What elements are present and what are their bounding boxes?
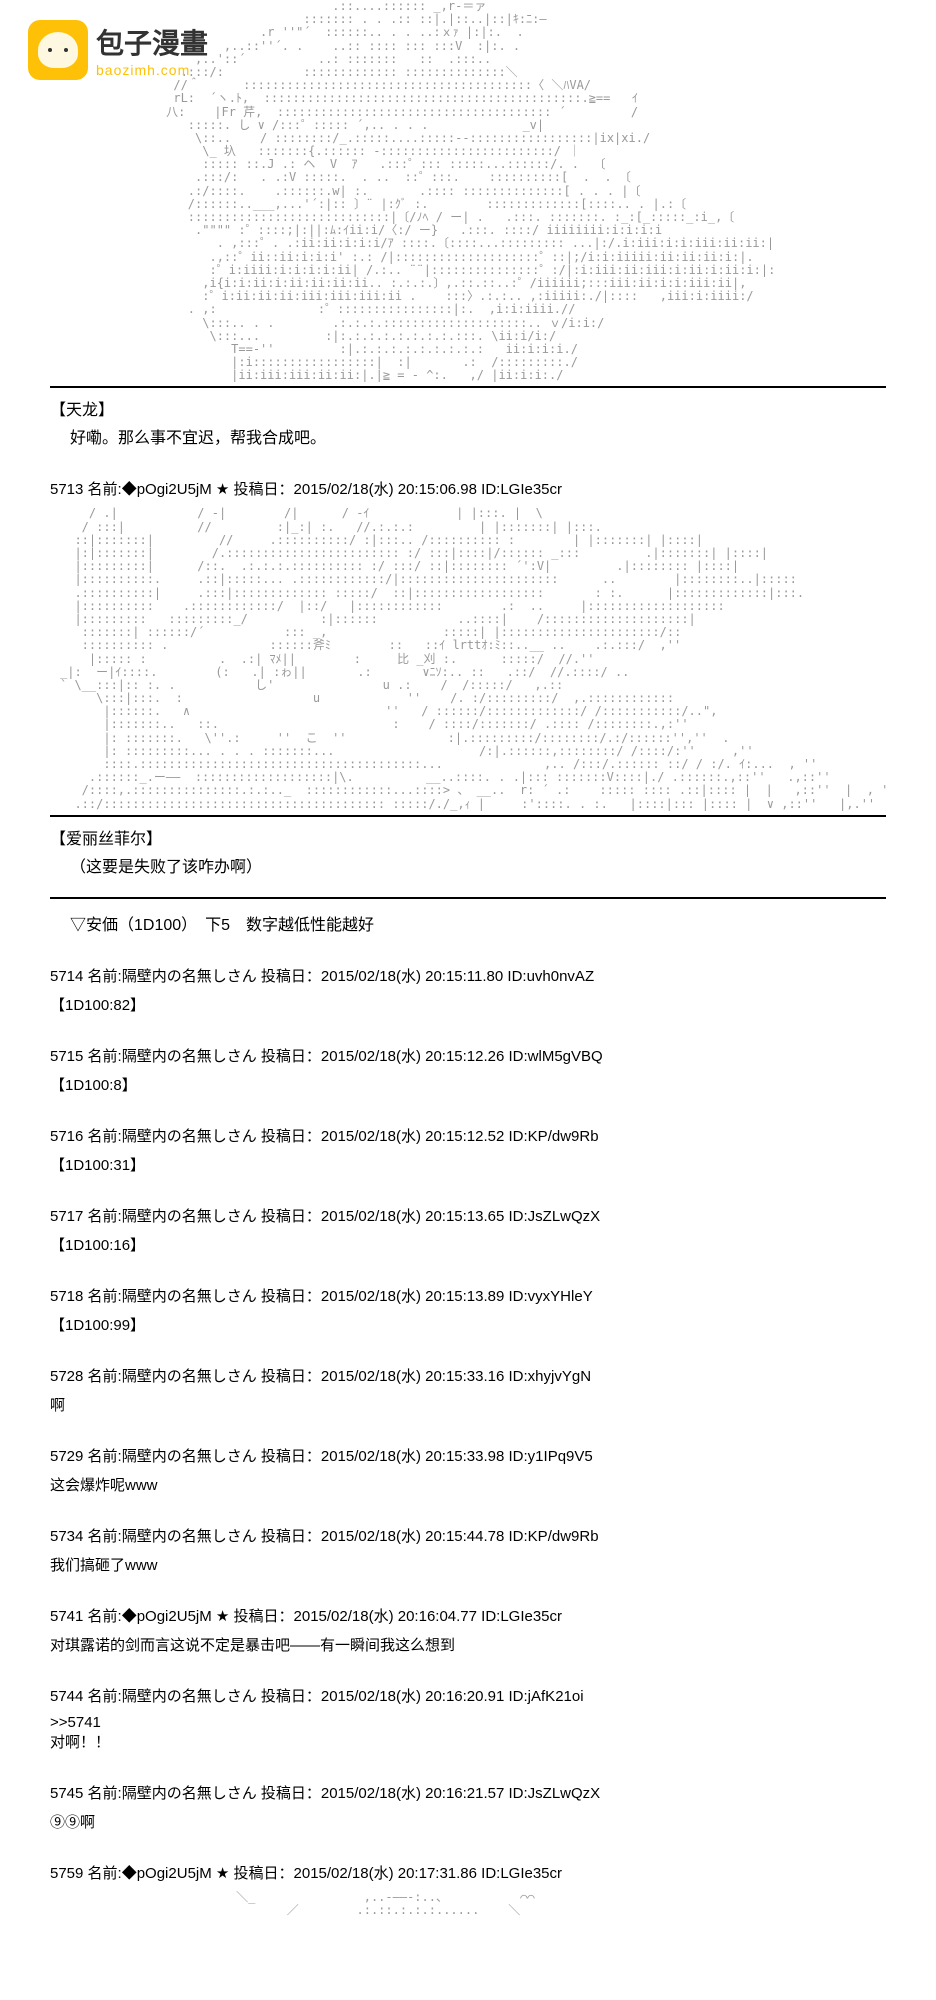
speaker-name-2: 【爱丽丝菲尔】 <box>50 825 886 849</box>
post-block: 5734 名前:隔壁内の名無しさん 投稿日：2015/02/18(水) 20:1… <box>50 1525 886 1575</box>
post-body: 对琪露诺的剑而言这说不定是暴击吧——有一瞬间我这么想到 <box>50 1634 886 1655</box>
post-body: 我们搞砸了www <box>50 1554 886 1575</box>
ascii-art-irisviel: / .| / -| /| / -ｲ | |:::. | \ / :::| // … <box>50 507 886 810</box>
divider <box>50 815 886 817</box>
speaker-name-1: 【天龙】 <box>50 396 886 420</box>
post-block: 5744 名前:隔壁内の名無しさん 投稿日：2015/02/18(水) 20:1… <box>50 1685 886 1752</box>
post-body: ⑨⑨啊 <box>50 1811 886 1832</box>
ascii-art-bottom: ＼_ ,..-――-:..、 ⌒⌒ ／ .:.::.:.:.:...... ＼ <box>50 1891 886 1917</box>
logo-icon <box>28 20 88 80</box>
post-header: 5715 名前:隔壁内の名無しさん 投稿日：2015/02/18(水) 20:1… <box>50 1045 886 1066</box>
post-header: 5745 名前:隔壁内の名無しさん 投稿日：2015/02/18(水) 20:1… <box>50 1782 886 1803</box>
post-body: 啊 <box>50 1394 886 1415</box>
post-header: 5734 名前:隔壁内の名無しさん 投稿日：2015/02/18(水) 20:1… <box>50 1525 886 1546</box>
post-header: 5716 名前:隔壁内の名無しさん 投稿日：2015/02/18(水) 20:1… <box>50 1125 886 1146</box>
logo-text-block: 包子漫畫 baozimh.com <box>96 22 208 78</box>
post-body: 这会爆炸呢www <box>50 1474 886 1495</box>
site-logo[interactable]: 包子漫畫 baozimh.com <box>28 20 208 80</box>
post-header: 5729 名前:隔壁内の名無しさん 投稿日：2015/02/18(水) 20:1… <box>50 1445 886 1466</box>
post-body: 【1D100:16】 <box>50 1234 886 1255</box>
posts-list: 5714 名前:隔壁内の名無しさん 投稿日：2015/02/18(水) 20:1… <box>50 965 886 1883</box>
post-block: 5716 名前:隔壁内の名無しさん 投稿日：2015/02/18(水) 20:1… <box>50 1125 886 1175</box>
post-header: 5718 名前:隔壁内の名無しさん 投稿日：2015/02/18(水) 20:1… <box>50 1285 886 1306</box>
post-block: 5718 名前:隔壁内の名無しさん 投稿日：2015/02/18(水) 20:1… <box>50 1285 886 1335</box>
page-content: .::....:::::: _,r‐＝ァ ::::::: . . .:: ::|… <box>0 0 936 1957</box>
post-header: 5717 名前:隔壁内の名無しさん 投稿日：2015/02/18(水) 20:1… <box>50 1205 886 1226</box>
divider <box>50 897 886 899</box>
speech-text-1: 好嘞。那么事不宜迟，帮我合成吧。 <box>70 424 886 448</box>
post-header: 5714 名前:隔壁内の名無しさん 投稿日：2015/02/18(水) 20:1… <box>50 965 886 986</box>
post-body: 【1D100:8】 <box>50 1074 886 1095</box>
post-body: >>5741 对啊！！ <box>50 1714 886 1752</box>
anka-instruction: ▽安価（1D100） 下5 数字越低性能越好 <box>70 911 886 935</box>
post-header: 5759 名前:◆pOgi2U5jM ★ 投稿日：2015/02/18(水) 2… <box>50 1862 886 1883</box>
post-block: 5741 名前:◆pOgi2U5jM ★ 投稿日：2015/02/18(水) 2… <box>50 1605 886 1655</box>
post-block: 5715 名前:隔壁内の名無しさん 投稿日：2015/02/18(水) 20:1… <box>50 1045 886 1095</box>
post-block: 5729 名前:隔壁内の名無しさん 投稿日：2015/02/18(水) 20:1… <box>50 1445 886 1495</box>
post-block: 5728 名前:隔壁内の名無しさん 投稿日：2015/02/18(水) 20:1… <box>50 1365 886 1415</box>
post-body: 【1D100:31】 <box>50 1154 886 1175</box>
post-block: 5759 名前:◆pOgi2U5jM ★ 投稿日：2015/02/18(水) 2… <box>50 1862 886 1883</box>
divider <box>50 386 886 388</box>
logo-subtitle: baozimh.com <box>96 62 208 78</box>
speech-text-2: （这要是失败了该咋办啊） <box>70 853 886 877</box>
bun-icon <box>38 32 78 68</box>
post-block: 5717 名前:隔壁内の名無しさん 投稿日：2015/02/18(水) 20:1… <box>50 1205 886 1255</box>
post-header-5713: 5713 名前:◆pOgi2U5jM ★ 投稿日：2015/02/18(水) 2… <box>50 478 886 499</box>
post-block: 5714 名前:隔壁内の名無しさん 投稿日：2015/02/18(水) 20:1… <box>50 965 886 1015</box>
post-header: 5741 名前:◆pOgi2U5jM ★ 投稿日：2015/02/18(水) 2… <box>50 1605 886 1626</box>
post-header: 5744 名前:隔壁内の名無しさん 投稿日：2015/02/18(水) 20:1… <box>50 1685 886 1706</box>
post-block: 5745 名前:隔壁内の名無しさん 投稿日：2015/02/18(水) 20:1… <box>50 1782 886 1832</box>
post-body: 【1D100:99】 <box>50 1314 886 1335</box>
logo-title: 包子漫畫 <box>96 22 208 62</box>
post-header: 5728 名前:隔壁内の名無しさん 投稿日：2015/02/18(水) 20:1… <box>50 1365 886 1386</box>
post-body: 【1D100:82】 <box>50 994 886 1015</box>
